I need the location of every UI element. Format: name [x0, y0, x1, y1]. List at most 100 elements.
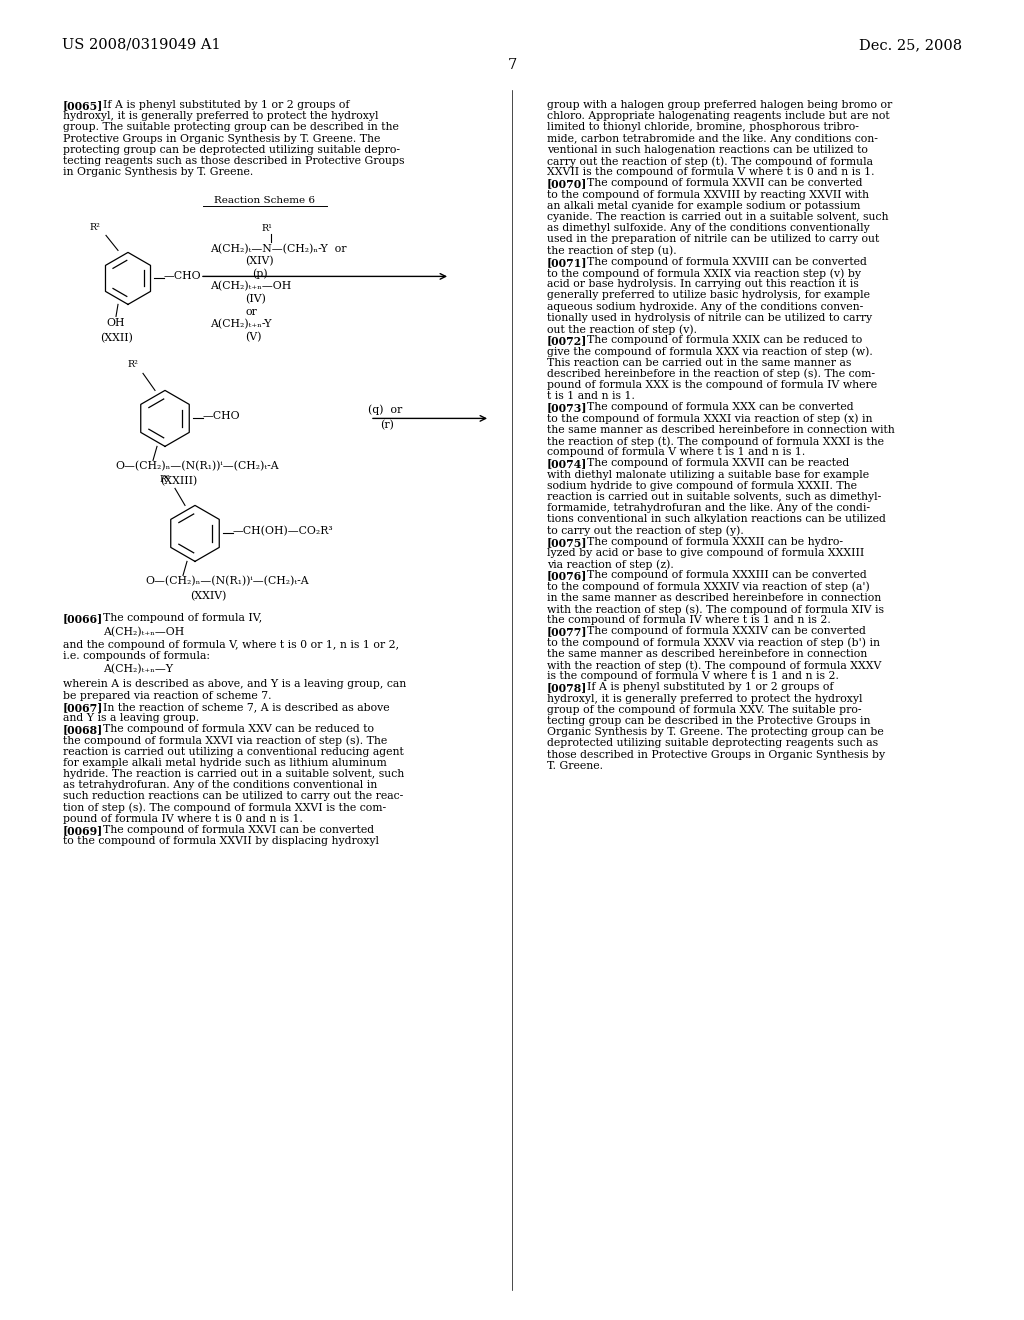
Text: [0066]: [0066] — [63, 614, 103, 624]
Text: out the reaction of step (v).: out the reaction of step (v). — [547, 323, 697, 334]
Text: used in the preparation of nitrile can be utilized to carry out: used in the preparation of nitrile can b… — [547, 235, 880, 244]
Text: (XXII): (XXII) — [100, 334, 133, 343]
Text: US 2008/0319049 A1: US 2008/0319049 A1 — [62, 38, 220, 51]
Text: T. Greene.: T. Greene. — [547, 760, 603, 771]
Text: generally preferred to utilize basic hydrolysis, for example: generally preferred to utilize basic hyd… — [547, 290, 870, 301]
Text: formamide, tetrahydrofuran and the like. Any of the condi-: formamide, tetrahydrofuran and the like.… — [547, 503, 870, 513]
Text: Protective Groups in Organic Synthesis by T. Greene. The: Protective Groups in Organic Synthesis b… — [63, 133, 380, 144]
Text: O—(CH₂)ₙ—(N(R₁))ⁱ—(CH₂)ₜ-A: O—(CH₂)ₙ—(N(R₁))ⁱ—(CH₂)ₜ-A — [115, 462, 279, 471]
Text: the compound of formula IV where t is 1 and n is 2.: the compound of formula IV where t is 1 … — [547, 615, 830, 626]
Text: the same manner as described hereinbefore in connection: the same manner as described hereinbefor… — [547, 649, 867, 659]
Text: A(CH₂)ₜ₊ₙ—OH: A(CH₂)ₜ₊ₙ—OH — [103, 627, 184, 638]
Text: tions conventional in such alkylation reactions can be utilized: tions conventional in such alkylation re… — [547, 515, 886, 524]
Text: hydroxyl, it is generally preferred to protect the hydroxyl: hydroxyl, it is generally preferred to p… — [547, 693, 862, 704]
Text: pound of formula IV where t is 0 and n is 1.: pound of formula IV where t is 0 and n i… — [63, 814, 303, 824]
Text: protecting group can be deprotected utilizing suitable depro-: protecting group can be deprotected util… — [63, 145, 400, 154]
Text: The compound of formula XXVII can be reacted: The compound of formula XXVII can be rea… — [587, 458, 849, 469]
Text: O—(CH₂)ₙ—(N(R₁))ⁱ—(CH₂)ₜ-A: O—(CH₂)ₙ—(N(R₁))ⁱ—(CH₂)ₜ-A — [145, 577, 308, 586]
Text: [0070]: [0070] — [547, 178, 588, 189]
Text: reaction is carried out in suitable solvents, such as dimethyl-: reaction is carried out in suitable solv… — [547, 492, 882, 502]
Text: [0071]: [0071] — [547, 257, 588, 268]
Text: aqueous sodium hydroxide. Any of the conditions conven-: aqueous sodium hydroxide. Any of the con… — [547, 301, 863, 312]
Text: group. The suitable protecting group can be described in the: group. The suitable protecting group can… — [63, 123, 399, 132]
Text: or: or — [245, 308, 257, 317]
Text: [0067]: [0067] — [63, 702, 103, 713]
Text: for example alkali metal hydride such as lithium aluminum: for example alkali metal hydride such as… — [63, 758, 387, 768]
Text: OH: OH — [106, 318, 125, 329]
Text: In the reaction of scheme 7, A is described as above: In the reaction of scheme 7, A is descri… — [103, 702, 389, 711]
Text: mide, carbon tetrabromide and the like. Any conditions con-: mide, carbon tetrabromide and the like. … — [547, 133, 878, 144]
Text: —CHO: —CHO — [203, 412, 241, 421]
Text: deprotected utilizing suitable deprotecting reagents such as: deprotected utilizing suitable deprotect… — [547, 738, 879, 748]
Text: [0077]: [0077] — [547, 627, 588, 638]
Text: (XXIII): (XXIII) — [160, 477, 198, 487]
Text: (XXIV): (XXIV) — [190, 591, 226, 602]
Text: carry out the reaction of step (t). The compound of formula: carry out the reaction of step (t). The … — [547, 156, 873, 166]
Text: The compound of formula XXXII can be hydro-: The compound of formula XXXII can be hyd… — [587, 537, 843, 546]
Text: (r): (r) — [380, 420, 394, 430]
Text: as dimethyl sulfoxide. Any of the conditions conventionally: as dimethyl sulfoxide. Any of the condit… — [547, 223, 869, 234]
Text: group with a halogen group preferred halogen being bromo or: group with a halogen group preferred hal… — [547, 100, 892, 110]
Text: [0075]: [0075] — [547, 537, 588, 548]
Text: with diethyl malonate utilizing a suitable base for example: with diethyl malonate utilizing a suitab… — [547, 470, 869, 479]
Text: Organic Synthesis by T. Greene. The protecting group can be: Organic Synthesis by T. Greene. The prot… — [547, 727, 884, 737]
Text: be prepared via reaction of scheme 7.: be prepared via reaction of scheme 7. — [63, 690, 271, 701]
Text: A(CH₂)ₜ₊ₙ-Y: A(CH₂)ₜ₊ₙ-Y — [210, 319, 271, 330]
Text: to the compound of formula XXVII by displacing hydroxyl: to the compound of formula XXVII by disp… — [63, 836, 379, 846]
Text: 7: 7 — [507, 58, 517, 73]
Text: A(CH₂)ₜ₊ₙ—Y: A(CH₂)ₜ₊ₙ—Y — [103, 664, 173, 675]
Text: via reaction of step (z).: via reaction of step (z). — [547, 560, 674, 570]
Text: The compound of formula XXX can be converted: The compound of formula XXX can be conve… — [587, 403, 854, 412]
Text: to the compound of formula XXXIV via reaction of step (a'): to the compound of formula XXXIV via rea… — [547, 582, 869, 593]
Text: [0073]: [0073] — [547, 403, 588, 413]
Text: chloro. Appropriate halogenating reagents include but are not: chloro. Appropriate halogenating reagent… — [547, 111, 890, 121]
Text: The compound of formula XXVI can be converted: The compound of formula XXVI can be conv… — [103, 825, 374, 836]
Text: acid or base hydrolysis. In carrying out this reaction it is: acid or base hydrolysis. In carrying out… — [547, 280, 859, 289]
Text: (XIV): (XIV) — [245, 256, 273, 267]
Text: The compound of formula XXVII can be converted: The compound of formula XXVII can be con… — [587, 178, 862, 189]
Text: (IV): (IV) — [245, 294, 266, 305]
Text: the same manner as described hereinbefore in connection with: the same manner as described hereinbefor… — [547, 425, 895, 434]
Text: as tetrahydrofuran. Any of the conditions conventional in: as tetrahydrofuran. Any of the condition… — [63, 780, 377, 791]
Text: (q)  or: (q) or — [368, 404, 402, 414]
Text: A(CH₂)ₜ₊ₙ—OH: A(CH₂)ₜ₊ₙ—OH — [210, 281, 291, 292]
Text: wherein A is described as above, and Y is a leaving group, can: wherein A is described as above, and Y i… — [63, 680, 407, 689]
Text: If A is phenyl substituted by 1 or 2 groups of: If A is phenyl substituted by 1 or 2 gro… — [103, 100, 349, 110]
Text: sodium hydride to give compound of formula XXXII. The: sodium hydride to give compound of formu… — [547, 480, 857, 491]
Text: t is 1 and n is 1.: t is 1 and n is 1. — [547, 391, 635, 401]
Text: A(CH₂)ₜ—N—(CH₂)ₙ-Y  or: A(CH₂)ₜ—N—(CH₂)ₙ-Y or — [210, 244, 346, 255]
Text: cyanide. The reaction is carried out in a suitable solvent, such: cyanide. The reaction is carried out in … — [547, 213, 889, 222]
Text: an alkali metal cyanide for example sodium or potassium: an alkali metal cyanide for example sodi… — [547, 201, 860, 211]
Text: [0074]: [0074] — [547, 458, 588, 470]
Text: pound of formula XXX is the compound of formula IV where: pound of formula XXX is the compound of … — [547, 380, 878, 389]
Text: R²: R² — [90, 223, 101, 232]
Text: in the same manner as described hereinbefore in connection: in the same manner as described hereinbe… — [547, 593, 882, 603]
Text: is the compound of formula V where t is 1 and n is 2.: is the compound of formula V where t is … — [547, 671, 839, 681]
Text: the compound of formula XXVI via reaction of step (s). The: the compound of formula XXVI via reactio… — [63, 735, 387, 746]
Text: the reaction of step (u).: the reaction of step (u). — [547, 246, 677, 256]
Text: R²: R² — [127, 360, 138, 370]
Text: Dec. 25, 2008: Dec. 25, 2008 — [859, 38, 962, 51]
Text: The compound of formula XXV can be reduced to: The compound of formula XXV can be reduc… — [103, 725, 374, 734]
Text: tion of step (s). The compound of formula XXVI is the com-: tion of step (s). The compound of formul… — [63, 803, 386, 813]
Text: such reduction reactions can be utilized to carry out the reac-: such reduction reactions can be utilized… — [63, 792, 403, 801]
Text: [0065]: [0065] — [63, 100, 103, 111]
Text: to the compound of formula XXXI via reaction of step (x) in: to the compound of formula XXXI via reac… — [547, 413, 872, 424]
Text: those described in Protective Groups in Organic Synthesis by: those described in Protective Groups in … — [547, 750, 885, 759]
Text: i.e. compounds of formula:: i.e. compounds of formula: — [63, 651, 210, 661]
Text: The compound of formula XXVIII can be converted: The compound of formula XXVIII can be co… — [587, 257, 867, 267]
Text: ventional in such halogenation reactions can be utilized to: ventional in such halogenation reactions… — [547, 145, 868, 154]
Text: The compound of formula IV,: The compound of formula IV, — [103, 614, 262, 623]
Text: R²: R² — [159, 475, 170, 484]
Text: to carry out the reaction of step (y).: to carry out the reaction of step (y). — [547, 525, 743, 536]
Text: The compound of formula XXXIII can be converted: The compound of formula XXXIII can be co… — [587, 570, 866, 581]
Text: with the reaction of step (s). The compound of formula XIV is: with the reaction of step (s). The compo… — [547, 605, 884, 615]
Text: give the compound of formula XXX via reaction of step (w).: give the compound of formula XXX via rea… — [547, 346, 872, 356]
Text: in Organic Synthesis by T. Greene.: in Organic Synthesis by T. Greene. — [63, 168, 253, 177]
Text: hydride. The reaction is carried out in a suitable solvent, such: hydride. The reaction is carried out in … — [63, 770, 404, 779]
Text: tionally used in hydrolysis of nitrile can be utilized to carry: tionally used in hydrolysis of nitrile c… — [547, 313, 872, 323]
Text: reaction is carried out utilizing a conventional reducing agent: reaction is carried out utilizing a conv… — [63, 747, 403, 756]
Text: [0076]: [0076] — [547, 570, 588, 581]
Text: [0069]: [0069] — [63, 825, 103, 836]
Text: —CHO: —CHO — [164, 272, 202, 281]
